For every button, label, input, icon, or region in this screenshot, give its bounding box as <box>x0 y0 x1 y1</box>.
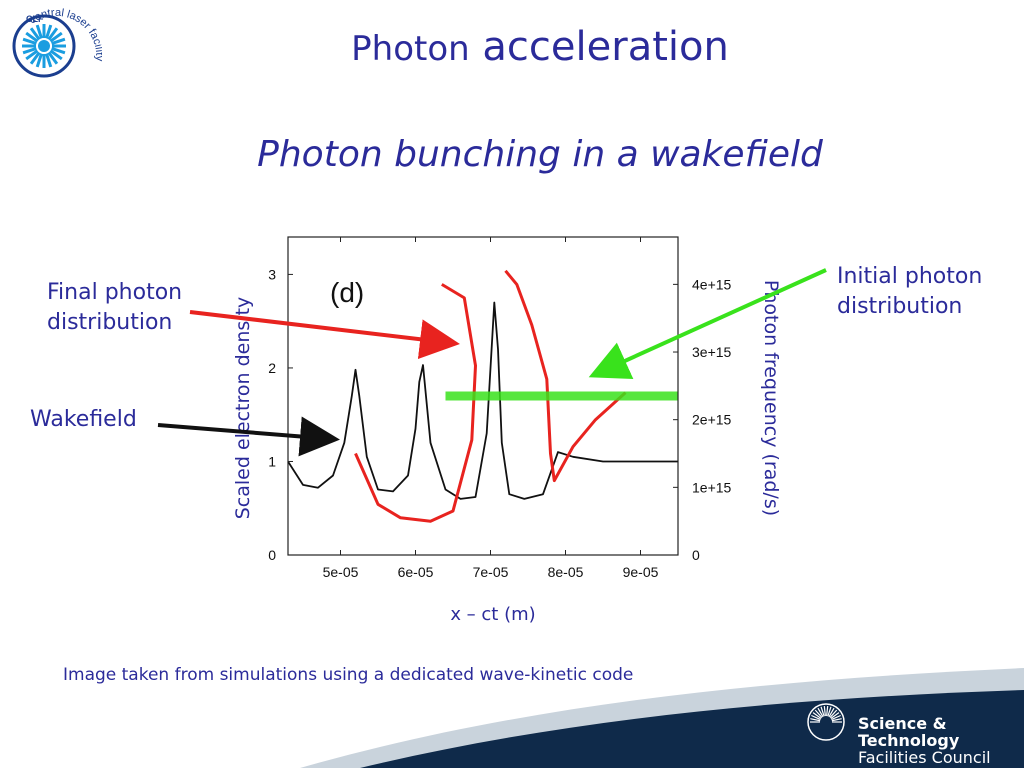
y-left-tick-label: 3 <box>268 266 276 282</box>
series-line-1 <box>354 283 477 523</box>
y-right-tick-label: 0 <box>692 547 700 563</box>
slide-subtitle: Photon bunching in a wakefield <box>257 134 823 175</box>
title-word-photon: Photon <box>351 29 470 69</box>
x-tick-label: 5e-05 <box>323 564 359 580</box>
initial-photon-label: Initial photon distribution <box>837 264 983 319</box>
stfc-burst-icon <box>807 703 845 741</box>
logo-initials: CLF <box>26 14 44 24</box>
stfc-line1: Science & Technology <box>858 714 960 750</box>
x-tick-label: 8e-05 <box>548 564 584 580</box>
x-tick-label: 7e-05 <box>473 564 509 580</box>
y-left-tick-label: 1 <box>268 453 276 469</box>
x-tick-label: 9e-05 <box>623 564 659 580</box>
y-axis-right-label: Photon frequency (rad/s) <box>760 280 782 516</box>
stfc-line2: Facilities Council <box>858 748 991 767</box>
panel-label: (d) <box>330 277 364 308</box>
y-right-tick-label: 3e+15 <box>692 344 732 360</box>
initial-arrow <box>588 268 827 380</box>
plot-frame <box>287 236 679 556</box>
stfc-wordmark: Science & Technology Facilities Council <box>858 715 1024 766</box>
y-left-tick-label: 0 <box>268 547 276 563</box>
laser-burst-icon <box>22 24 66 68</box>
title-word-acceleration: acceleration <box>482 24 729 70</box>
final-arrow <box>189 310 460 360</box>
slide-title: Photon acceleration <box>0 24 1024 70</box>
x-axis-label: x – ct (m) <box>450 604 535 625</box>
y-left-tick-label: 2 <box>268 360 276 376</box>
y-right-tick-label: 1e+15 <box>692 479 732 495</box>
y-right-tick-label: 4e+15 <box>692 276 732 292</box>
source-caption: Image taken from simulations using a ded… <box>63 665 634 685</box>
clf-logo: CLF central laser facility <box>12 7 102 78</box>
series-line-0 <box>287 301 678 500</box>
final-photon-label: Final photon distribution <box>47 280 183 335</box>
series-line-2 <box>504 269 627 483</box>
y-right-tick-label: 2e+15 <box>692 412 732 428</box>
wakefield-arrow <box>157 416 340 457</box>
wakefield-label: Wakefield <box>30 407 137 432</box>
y-axis-left-label: Scaled electron density <box>232 297 254 520</box>
x-tick-label: 6e-05 <box>398 564 434 580</box>
